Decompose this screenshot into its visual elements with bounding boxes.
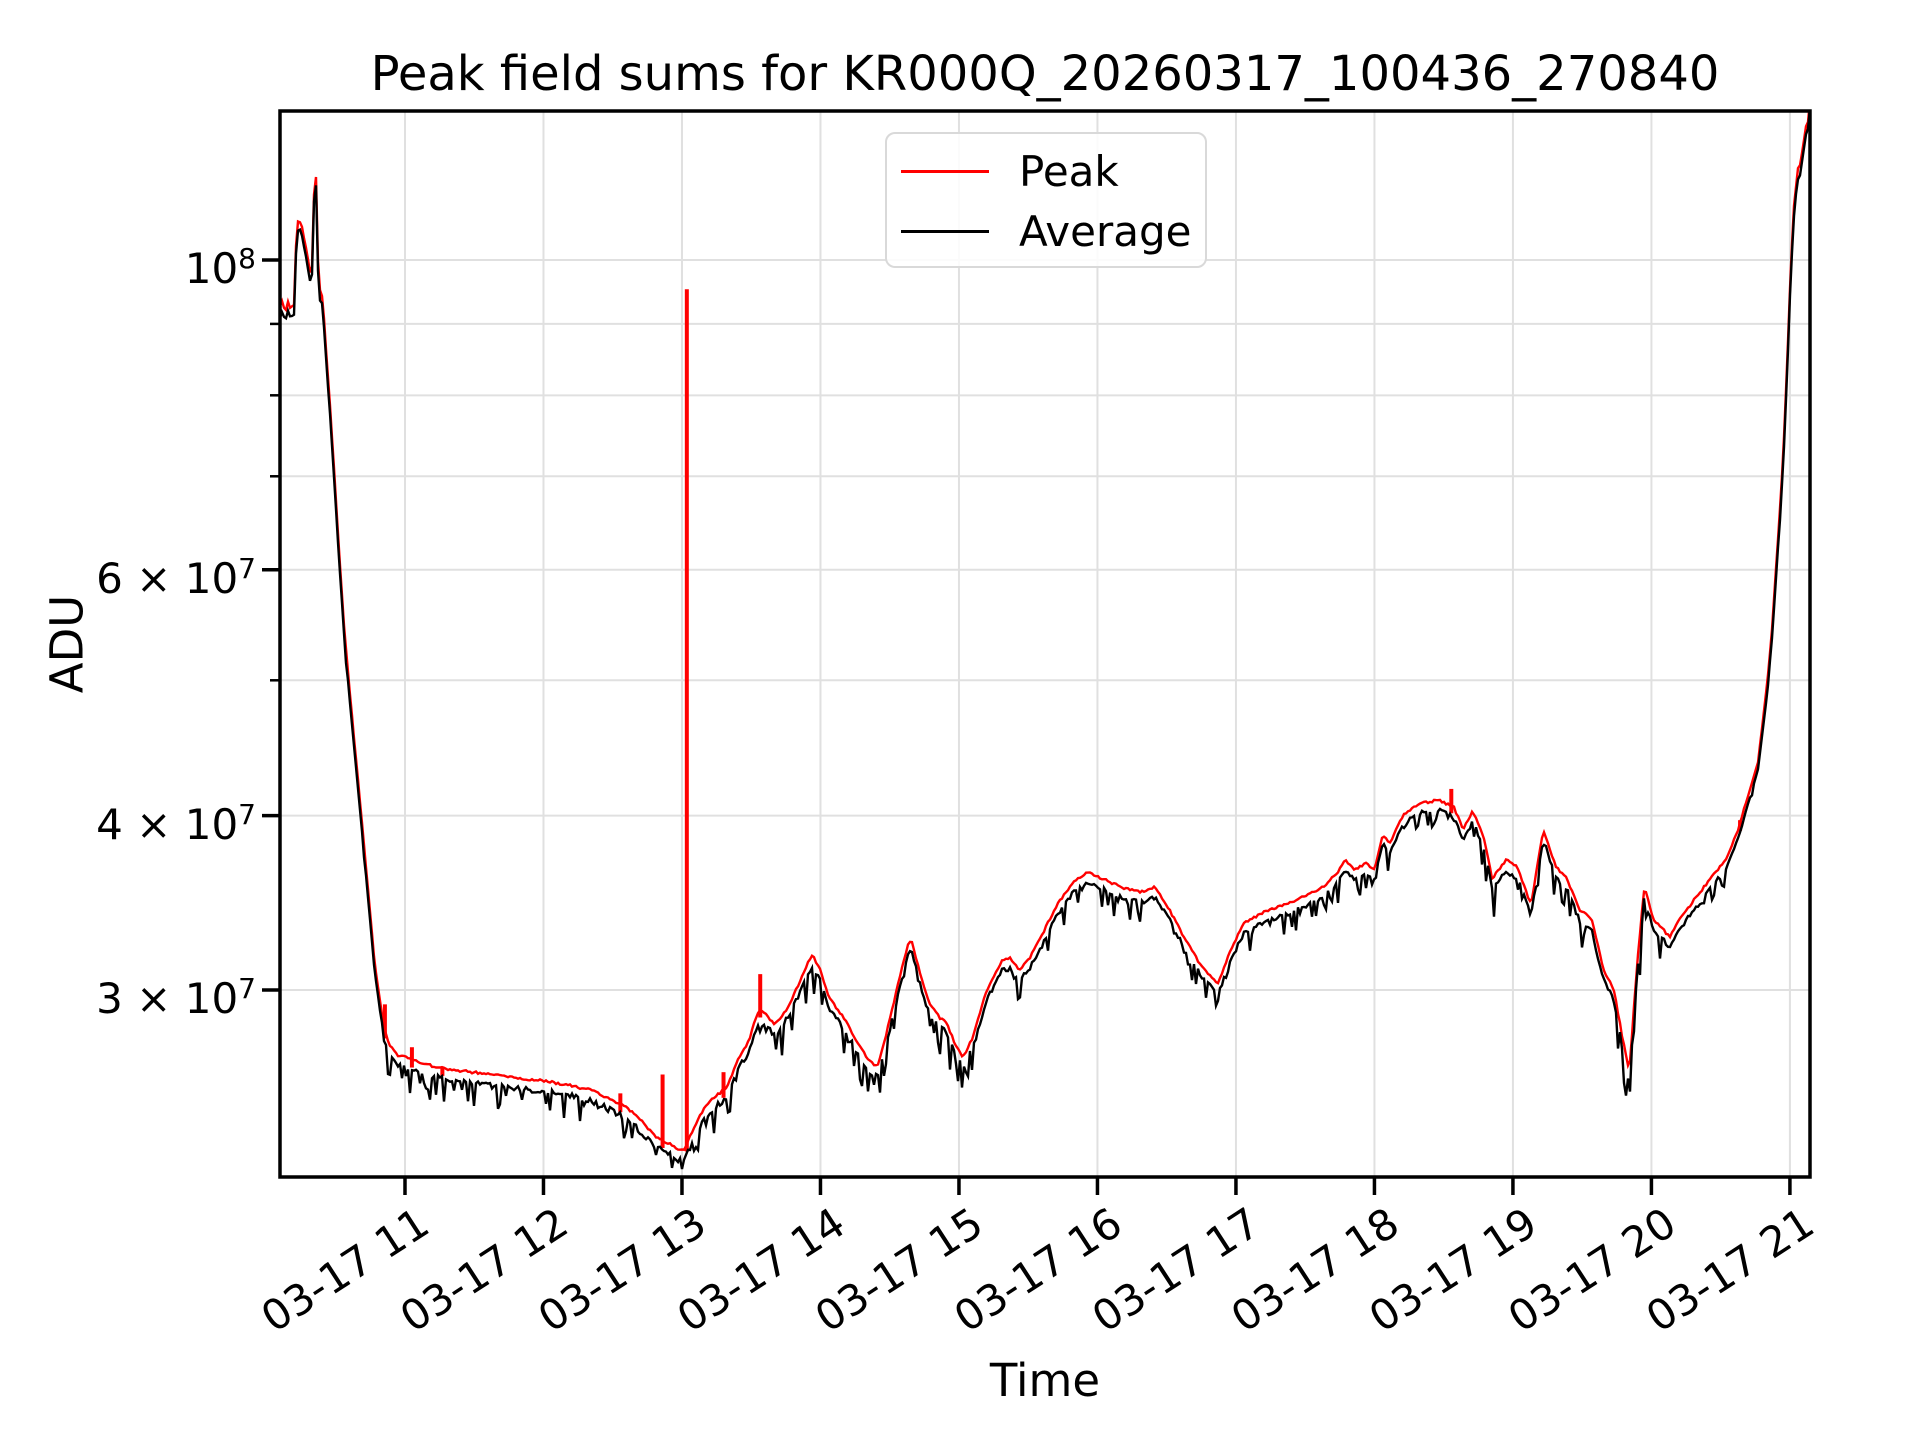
legend-label-average: Average [1019,206,1192,256]
x-axis-label: Time [989,1354,1101,1407]
average-line-sample [901,229,989,233]
legend: Peak Average [885,132,1207,268]
legend-label-peak: Peak [1019,146,1119,196]
peak-line [280,111,1810,1151]
peak-line-sample [901,169,989,173]
axes-frame [278,109,1812,1179]
average-line [280,111,1810,1170]
chart-title: Peak field sums for KR000Q_20260317_1004… [370,46,1720,102]
legend-row-peak: Peak [887,141,1205,201]
legend-row-average: Average [887,201,1205,261]
y-axis-label: ADU [40,594,94,694]
